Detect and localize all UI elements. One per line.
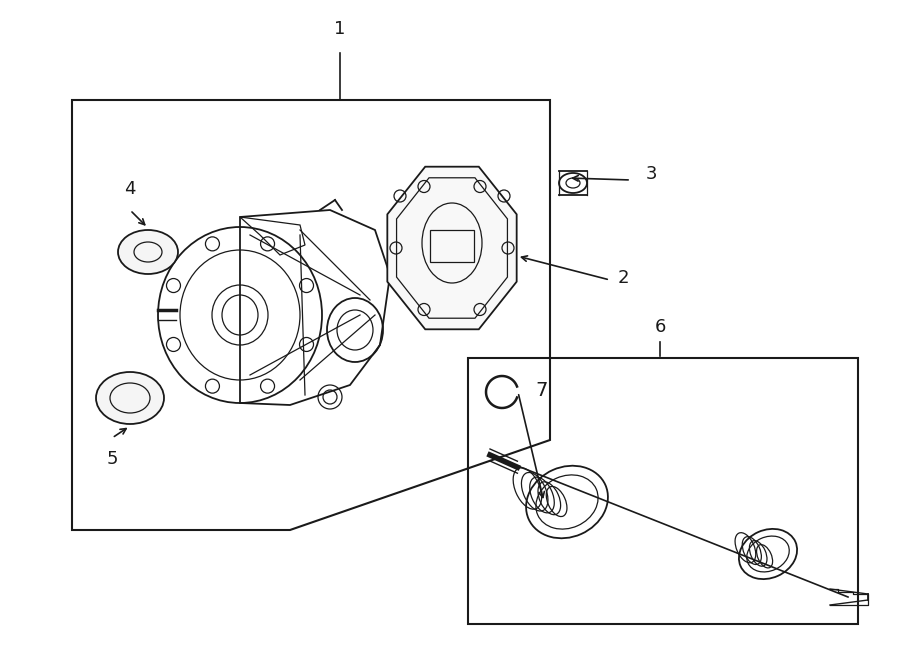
Text: 1: 1 bbox=[334, 20, 346, 38]
Ellipse shape bbox=[96, 372, 164, 424]
Text: 6: 6 bbox=[654, 318, 666, 336]
Text: 3: 3 bbox=[646, 165, 658, 183]
Polygon shape bbox=[387, 167, 517, 329]
Text: 5: 5 bbox=[106, 450, 118, 468]
Ellipse shape bbox=[118, 230, 178, 274]
Text: 4: 4 bbox=[124, 180, 136, 198]
Text: 2: 2 bbox=[618, 269, 629, 287]
Text: 7: 7 bbox=[535, 381, 547, 399]
